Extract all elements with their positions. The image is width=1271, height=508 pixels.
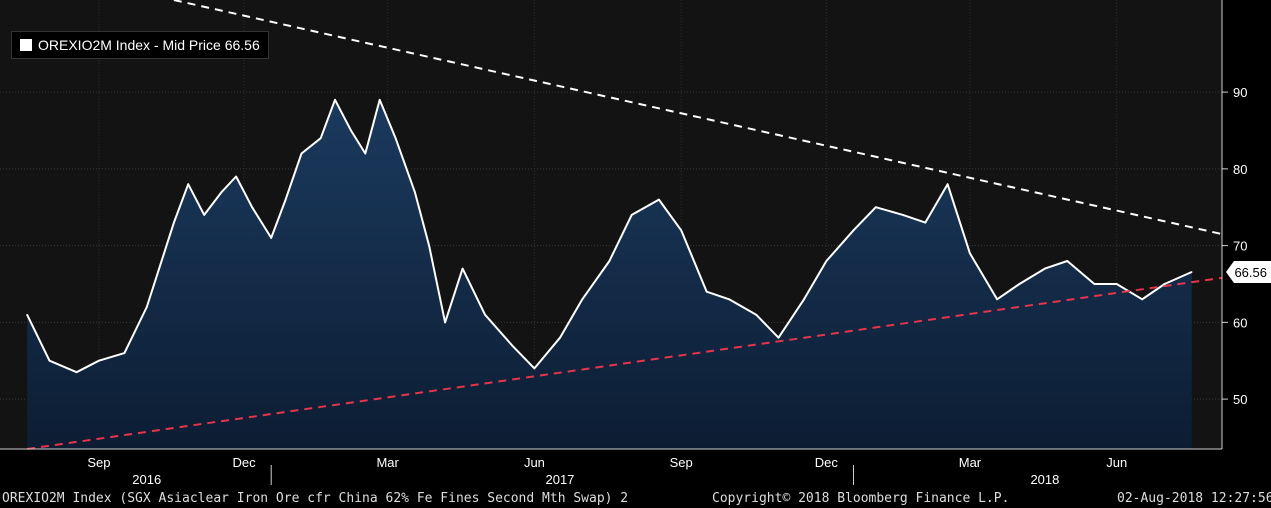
- data-point: [300, 152, 303, 155]
- last-value-tag: 66.56: [1226, 261, 1271, 283]
- data-point: [444, 321, 446, 324]
- y-tick-label: 80: [1233, 162, 1247, 177]
- data-point: [902, 214, 904, 216]
- data-point: [235, 175, 237, 178]
- last-value-label: 66.56: [1234, 264, 1267, 280]
- area-fill: [27, 99, 1192, 450]
- data-point: [996, 298, 998, 301]
- data-point: [350, 129, 352, 132]
- y-tick-label: 60: [1233, 315, 1247, 330]
- data-point: [1190, 271, 1193, 273]
- footer-timestamp: 02-Aug-2018 12:27:56: [1117, 491, 1271, 506]
- data-point: [319, 137, 322, 139]
- year-label: 2016: [132, 472, 161, 487]
- data-point: [220, 191, 223, 193]
- y-tick-label: 50: [1233, 392, 1247, 407]
- data-point: [1066, 260, 1069, 262]
- x-tick-label: Dec: [233, 455, 257, 470]
- data-point: [852, 229, 855, 232]
- year-label: 2017: [545, 472, 574, 487]
- data-point: [1018, 283, 1021, 285]
- data-point: [630, 214, 633, 216]
- x-tick-label: Jun: [524, 455, 545, 470]
- axes: 50 60 70 80 90 Sep Dec Mar Jun Sep Dec Mar Jun 2016 20…: [0, 0, 1247, 487]
- data-point: [461, 267, 464, 270]
- x-tick-label: Mar: [959, 455, 982, 470]
- data-point: [75, 371, 78, 374]
- data-point: [1115, 283, 1118, 285]
- data-point: [484, 313, 486, 316]
- data-point: [581, 298, 584, 301]
- data-point: [145, 306, 148, 308]
- data-point: [173, 221, 175, 224]
- legend-label: OREXIO2M Index - Mid Price 66.56: [38, 37, 260, 53]
- data-point: [251, 206, 253, 209]
- data-point: [98, 359, 100, 362]
- data-point: [946, 183, 949, 186]
- x-tick-label: Mar: [376, 455, 399, 470]
- data-point: [1093, 283, 1096, 285]
- data-point: [203, 214, 205, 216]
- data-point: [658, 198, 660, 201]
- data-point: [334, 98, 336, 101]
- data-point: [428, 244, 430, 247]
- data-point: [394, 137, 397, 139]
- data-point: [533, 367, 536, 370]
- data-point: [559, 336, 561, 339]
- footer-bar: OREXIO2M Index (SGX Asiaclear Iron Ore c…: [0, 488, 1271, 508]
- resistance-trendline: [173, 0, 1223, 236]
- data-point: [187, 183, 190, 186]
- data-point: [511, 344, 513, 347]
- data-point: [728, 298, 730, 301]
- data-point: [608, 260, 611, 262]
- data-point: [680, 229, 682, 232]
- price-area: [26, 98, 1193, 450]
- data-point: [1141, 298, 1144, 301]
- data-point: [364, 152, 367, 155]
- data-point: [1163, 283, 1166, 285]
- data-point: [755, 313, 757, 316]
- data-point: [378, 98, 381, 101]
- data-point: [284, 198, 287, 201]
- data-point: [803, 298, 805, 301]
- data-point: [705, 290, 708, 293]
- trendlines: [26, 0, 1223, 450]
- data-point: [924, 221, 927, 224]
- x-tick-label: Dec: [815, 455, 839, 470]
- y-tick-label: 90: [1233, 85, 1247, 100]
- data-point: [777, 336, 780, 339]
- data-point: [875, 206, 877, 209]
- data-point: [825, 260, 828, 262]
- data-point: [413, 191, 416, 193]
- x-tick-label: Jun: [1106, 455, 1127, 470]
- footer-copyright: Copyright© 2018 Bloomberg Finance L.P.: [712, 491, 1010, 506]
- data-point: [969, 252, 971, 255]
- support-trendline: [26, 276, 1223, 450]
- y-tick-label: 70: [1233, 239, 1247, 254]
- x-tick-label: Sep: [670, 455, 693, 470]
- data-point: [48, 359, 51, 362]
- data-point: [270, 237, 273, 239]
- data-point: [1044, 267, 1046, 270]
- year-label: 2018: [1030, 472, 1059, 487]
- legend: OREXIO2M Index - Mid Price 66.56: [11, 31, 269, 59]
- footer-description: OREXIO2M Index (SGX Asiaclear Iron Ore c…: [2, 491, 629, 506]
- data-point: [26, 313, 28, 316]
- legend-swatch: [20, 39, 32, 51]
- data-point: [123, 352, 126, 354]
- x-tick-label: Sep: [87, 455, 110, 470]
